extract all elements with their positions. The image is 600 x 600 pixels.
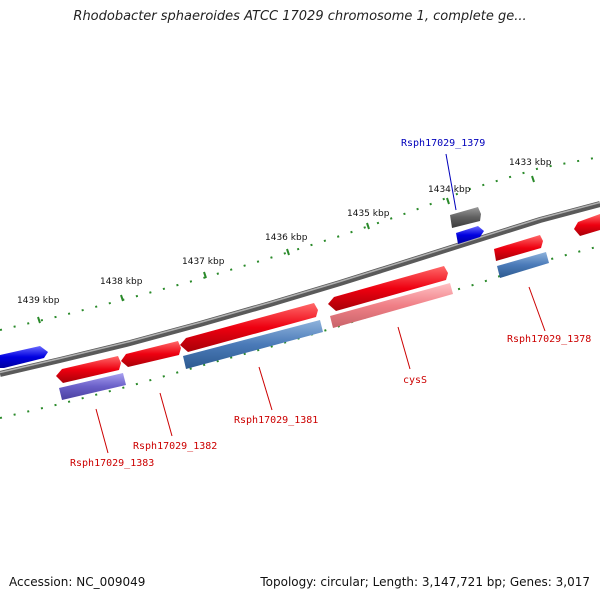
gene-arrow-right-edge[interactable] <box>574 214 600 236</box>
callout-1378 <box>528 286 546 332</box>
tick-label: 1434 kbp <box>428 185 471 195</box>
gene-arrow-1379[interactable] <box>450 207 481 228</box>
gene-arrow-cysS-red[interactable] <box>328 266 448 311</box>
major-tick <box>446 197 450 205</box>
tick-label: 1433 kbp <box>509 158 552 168</box>
major-tick <box>203 271 207 279</box>
callout-1383 <box>95 408 109 454</box>
label-callout-lines <box>95 153 546 454</box>
gene-labels: Rsph17029_1379 Rsph17029_1378 cysS Rsph1… <box>70 138 591 469</box>
tick-label: 1437 kbp <box>182 257 225 267</box>
callout-1381 <box>258 366 273 411</box>
gene-arrow-1378-top[interactable] <box>494 235 543 261</box>
ruler-major-ticks <box>37 175 535 324</box>
gene-arrow-1381-red[interactable] <box>180 303 318 352</box>
gene-band-1383[interactable] <box>59 373 126 400</box>
gene-arrow-1383-red[interactable] <box>56 356 121 383</box>
major-tick <box>366 222 370 230</box>
gene-arrow-bright-blue[interactable] <box>456 226 484 244</box>
chromosome-backbone <box>0 201 600 377</box>
outer-ruler-arc <box>0 156 600 331</box>
ruler-tick-labels: 1433 kbp 1434 kbp 1435 kbp 1436 kbp 1437… <box>17 158 552 306</box>
gene-label-1381[interactable]: Rsph17029_1381 <box>234 415 318 426</box>
major-tick <box>286 248 290 256</box>
major-tick <box>120 294 124 302</box>
tick-label: 1438 kbp <box>100 277 143 287</box>
callout-1382 <box>159 392 173 437</box>
gene-label-1379[interactable]: Rsph17029_1379 <box>401 138 485 149</box>
tick-label: 1435 kbp <box>347 209 390 219</box>
gene-label-cysS[interactable]: cysS <box>403 375 427 386</box>
gene-arrow-bright-blue-left[interactable] <box>0 346 48 368</box>
callout-1379 <box>445 153 457 211</box>
tick-label: 1436 kbp <box>265 233 308 243</box>
map-title: Rhodobacter sphaeroides ATCC 17029 chrom… <box>73 9 527 24</box>
gene-arrow-1382-red[interactable] <box>121 341 181 367</box>
callout-cysS <box>397 326 411 370</box>
gene-band-1378[interactable] <box>497 252 549 278</box>
gene-label-1382[interactable]: Rsph17029_1382 <box>133 441 217 452</box>
major-tick <box>531 175 535 183</box>
major-tick <box>37 316 41 324</box>
tick-label: 1439 kbp <box>17 296 60 306</box>
genome-summary-text: Topology: circular; Length: 3,147,721 bp… <box>260 575 590 589</box>
chromosome-backbone-highlight <box>0 201 600 374</box>
gene-label-1378[interactable]: Rsph17029_1378 <box>507 334 591 345</box>
gene-band-cysS[interactable] <box>330 283 453 328</box>
accession-text: Accession: NC_009049 <box>9 575 146 589</box>
gene-band-1381[interactable] <box>183 320 323 369</box>
gene-label-1383[interactable]: Rsph17029_1383 <box>70 458 154 469</box>
